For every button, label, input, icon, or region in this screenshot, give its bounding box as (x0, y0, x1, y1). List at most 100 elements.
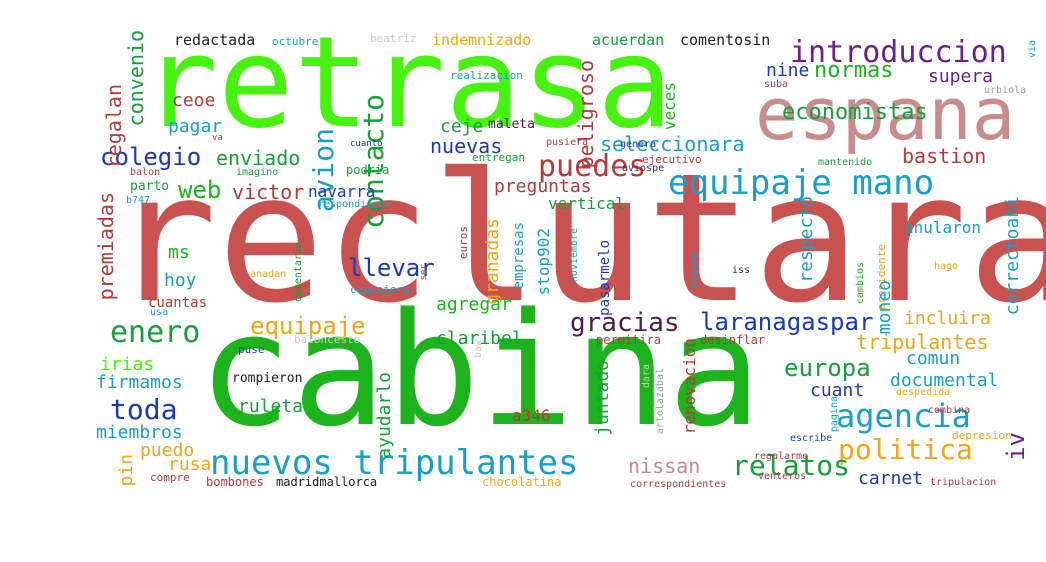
word-documental: documental (890, 370, 999, 391)
word-llevar: llevar (348, 254, 435, 282)
word-ejecutivo: ejecutivo (642, 153, 702, 166)
word-irias: irias (100, 354, 155, 375)
word-enero: enero (110, 315, 201, 350)
word-imagino: imagino (236, 167, 279, 178)
word-chocolatina: chocolatina (482, 475, 562, 489)
word-parto: parto (130, 179, 170, 194)
word-comentosin: comentosin (680, 31, 771, 49)
word-consejera: consejera (350, 283, 410, 296)
word-redactada: redactada (174, 31, 256, 49)
word-nuevos-tripulantes: nuevos tripulantes (210, 443, 579, 483)
word-baw: baw (473, 340, 484, 359)
word-gracias: gracias (570, 308, 680, 338)
word-renovacion: renovacion (680, 338, 699, 435)
word-cambios: cambios (855, 262, 866, 305)
word-agregar: agregar (436, 294, 512, 315)
word-premiadas: premiadas (94, 192, 118, 301)
word-maleta: maleta (488, 117, 535, 132)
word-enviado: enviado (216, 146, 301, 170)
word-correctoahi: correctoahi (1002, 196, 1023, 316)
word-toda: toda (110, 393, 178, 426)
word-granadas: granadas (482, 218, 503, 305)
word-indemnizado: indemnizado (432, 31, 532, 49)
word-tripulacion: tripulacion (930, 477, 997, 488)
word-rusa: rusa (168, 454, 212, 475)
word-stop902: stop902 (534, 228, 553, 296)
word-retrasa: retrasa (142, 9, 674, 156)
word-equipaje: equipaje (250, 312, 366, 340)
word-despedida: despedida (896, 387, 951, 398)
word-suba: suba (764, 79, 789, 90)
word-correspondientes: correspondientes (630, 479, 727, 490)
word-mantenido: mantenido (818, 157, 873, 168)
word-comentario: comentario (293, 242, 304, 303)
word-pagina: pagina (829, 396, 840, 433)
word-iss: iss (732, 265, 751, 276)
word-equipaje-mano: equipaje mano (668, 163, 935, 203)
word-victor: victor (232, 180, 305, 204)
word-cuant: cuant (810, 380, 865, 401)
word-baloncesto: baloncesto (294, 333, 361, 346)
word-ceoe: ceoe (172, 90, 216, 111)
word-moneo: moneo (874, 280, 895, 335)
word-beatriz: beatriz (370, 32, 417, 45)
word-laranagaspar: laranagaspar (700, 308, 874, 336)
word-ayudarlo: ayudarlo (374, 372, 395, 459)
word-combina: combina (928, 405, 971, 416)
word-convenio: convenio (124, 30, 148, 127)
word-nuevas: nuevas (430, 134, 503, 158)
word-miembros: miembros (96, 422, 183, 443)
word-empresas: empresas (511, 222, 527, 290)
word-ms: ms (168, 242, 190, 263)
word-entregan: entregan (472, 151, 525, 164)
word-cuanto: cuanto (350, 139, 383, 149)
word-permitira: permitira (596, 333, 662, 347)
word-b747: b747 (126, 195, 151, 206)
word-tripulantes: tripulantes (856, 330, 989, 354)
word-rompieron: rompieron (232, 371, 303, 386)
word-incluira: incluira (904, 308, 991, 329)
word-juntado: juntado (592, 360, 613, 436)
word-politica: politica (838, 433, 973, 466)
word-dara: dara (641, 364, 652, 389)
word-aviospe: aviospe (622, 163, 665, 174)
word-realizacion: realizacion (450, 69, 523, 82)
word-bastion: bastion (902, 144, 987, 168)
word-puedes: puedes (538, 149, 647, 184)
word-hoy: hoy (164, 270, 197, 291)
word-via: via (1027, 40, 1038, 59)
word-urbiola: urbiola (984, 85, 1027, 96)
word-depresion: depresion (952, 429, 1012, 442)
word-navarra: navarra (308, 182, 376, 201)
word-europa: europa (784, 354, 871, 382)
word-supera: supera (928, 66, 994, 87)
word-carnet: carnet (858, 468, 924, 489)
word-preguntas: preguntas (494, 176, 592, 197)
word-ceje: ceje (440, 116, 484, 137)
word-anularon: anularon (904, 218, 982, 237)
word-anadan: anadan (250, 269, 287, 280)
word-cabina: cabina (198, 279, 762, 461)
word-euros: euros (457, 226, 470, 260)
word-relatos: relatos (732, 449, 851, 482)
word-nine: nine (766, 60, 810, 81)
word-puedo: puedo (140, 440, 195, 461)
word-espana: espana (755, 72, 1016, 156)
word-web: web (178, 176, 222, 204)
word-respecto: respecto (796, 196, 817, 283)
word-venteros: venteros (758, 471, 807, 482)
word-introduccion: introduccion (790, 35, 1007, 70)
word-pusiera: pusiera (546, 137, 589, 148)
word-pin: pin (116, 454, 137, 487)
word-firmamos: firmamos (96, 372, 183, 393)
word-pagar: pagar (168, 116, 223, 137)
word-artolazabal: artolazabal (655, 368, 666, 435)
word-reclutara: reclutara (110, 135, 1046, 342)
word-pasarmelo: pasarmelo (597, 240, 613, 316)
word-va: va (212, 133, 223, 143)
word-acuerdan: acuerdan (592, 31, 665, 49)
word-bombones: bombones (206, 475, 264, 489)
word-oviedo: oviedo (689, 252, 700, 289)
word-respondieron: respondieron (318, 199, 391, 210)
